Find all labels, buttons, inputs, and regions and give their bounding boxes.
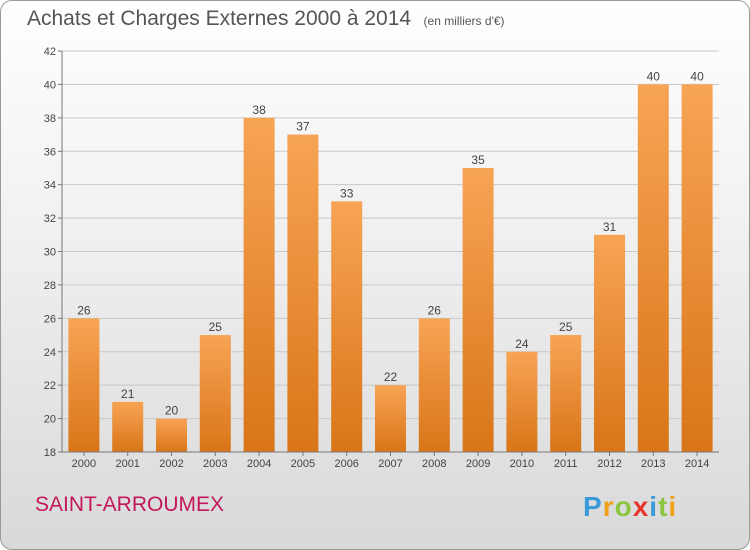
bar — [681, 84, 713, 453]
x-tick-label: 2010 — [510, 458, 534, 470]
x-tick-label: 2004 — [247, 458, 271, 470]
data-label: 38 — [252, 103, 266, 117]
bar — [331, 201, 363, 452]
bar — [506, 351, 538, 452]
data-label: 24 — [515, 337, 529, 351]
y-tick-label: 36 — [44, 146, 56, 158]
y-tick-label: 34 — [44, 180, 56, 192]
proxiti-logo: Proxiti — [583, 491, 677, 523]
x-tick-label: 2008 — [422, 458, 446, 470]
data-label: 37 — [296, 120, 310, 134]
bar — [287, 134, 319, 452]
chart-title: Achats et Charges Externes 2000 à 2014 — [27, 7, 412, 30]
x-tick-label: 2012 — [597, 458, 621, 470]
x-tick-label: 2013 — [641, 458, 665, 470]
data-label: 35 — [471, 153, 485, 167]
y-tick-label: 42 — [44, 46, 56, 58]
x-tick-label: 2002 — [159, 458, 183, 470]
bar — [156, 418, 187, 452]
data-label: 33 — [340, 186, 354, 200]
y-tick-label: 40 — [44, 79, 56, 91]
data-label: 31 — [603, 220, 617, 234]
logo-letter: P — [583, 491, 603, 522]
chart-units: (en milliers d'€) — [423, 14, 505, 28]
y-tick-label: 28 — [44, 280, 56, 292]
bar — [112, 401, 144, 452]
bar — [418, 318, 450, 452]
data-label: 40 — [690, 69, 704, 83]
bar — [68, 318, 100, 452]
logo-letter: x — [632, 491, 650, 522]
city-name: SAINT-ARROUMEX — [35, 493, 225, 516]
bar — [243, 117, 275, 452]
y-tick-label: 24 — [44, 347, 56, 359]
data-label: 25 — [209, 320, 223, 334]
x-tick-label: 2011 — [554, 458, 578, 470]
x-tick-label: 2000 — [72, 458, 96, 470]
bar — [550, 335, 582, 452]
x-tick-label: 2006 — [334, 458, 358, 470]
y-tick-label: 32 — [44, 213, 56, 225]
logo-letter: t — [658, 491, 669, 522]
bar — [594, 234, 625, 452]
data-label: 26 — [428, 303, 442, 317]
x-tick-label: 2003 — [203, 458, 227, 470]
data-label: 25 — [559, 320, 573, 334]
x-tick-label: 2005 — [291, 458, 315, 470]
data-label: 21 — [121, 387, 135, 401]
x-tick-label: 2009 — [466, 458, 490, 470]
x-tick-label: 2001 — [115, 458, 139, 470]
data-label: 40 — [647, 69, 661, 83]
logo-letter: o — [614, 491, 633, 522]
data-label: 26 — [77, 303, 91, 317]
bar — [637, 84, 669, 453]
data-label: 22 — [384, 370, 398, 384]
logo-letter: i — [649, 491, 659, 522]
logo-letter: i — [668, 491, 678, 522]
y-tick-label: 30 — [44, 247, 56, 259]
x-tick-label: 2014 — [685, 458, 709, 470]
chart-title-row: Achats et Charges Externes 2000 à 2014 (… — [27, 7, 505, 31]
bar — [199, 335, 231, 452]
bar — [375, 385, 406, 452]
x-tick-label: 2007 — [378, 458, 402, 470]
logo-letter: r — [602, 491, 615, 522]
y-tick-label: 18 — [44, 447, 56, 459]
data-label: 20 — [165, 404, 179, 418]
y-tick-label: 26 — [44, 313, 56, 325]
y-tick-label: 20 — [44, 414, 56, 426]
bar — [462, 167, 494, 453]
y-tick-label: 38 — [44, 113, 56, 125]
y-tick-label: 22 — [44, 380, 56, 392]
